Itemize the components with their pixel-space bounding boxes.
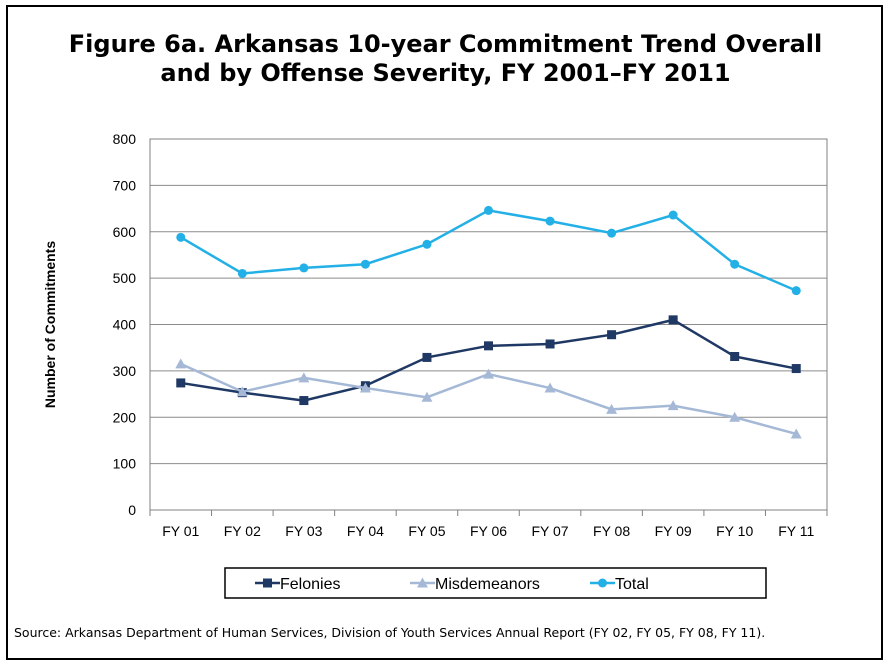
data-point-total [730, 259, 740, 269]
data-point-felonies [484, 341, 493, 351]
y-axis-label: Number of Commitments [42, 241, 58, 408]
series-line-felonies [180, 318, 797, 402]
y-tick-label: 500 [113, 270, 137, 286]
y-tick-label: 300 [113, 363, 137, 379]
data-point-felonies [730, 351, 740, 361]
x-tick-label: FY 09 [655, 523, 692, 539]
x-tick-label: FY 08 [593, 523, 630, 539]
data-point-misdemeanors [175, 358, 187, 369]
plot-area [149, 138, 828, 511]
data-point-total [791, 286, 801, 296]
data-point-felonies [299, 396, 309, 406]
data-point-misdemeanors [421, 391, 433, 402]
data-point-felonies [545, 339, 555, 349]
series-lines [175, 205, 802, 439]
x-tick-label: FY 04 [347, 523, 384, 539]
gridlines [149, 138, 828, 511]
chart-title-line-1: Figure 6a. Arkansas 10-year Commitment T… [68, 30, 823, 58]
chart-title-line-2: and by Offense Severity, FY 2001–FY 2011 [160, 59, 731, 87]
y-tick-label: 700 [113, 177, 137, 193]
data-point-total [668, 210, 678, 220]
data-point-felonies [791, 364, 801, 374]
data-point-misdemeanors [544, 382, 556, 393]
data-point-misdemeanors [790, 428, 802, 439]
legend: Felonies Misdemeanors Total [224, 567, 767, 599]
data-point-felonies [422, 352, 432, 362]
data-point-misdemeanors [667, 400, 679, 411]
series-misdemeanors [175, 358, 802, 439]
data-point-felonies [607, 330, 617, 340]
data-point-total [299, 263, 309, 273]
x-tick-labels: FY 01 FY 02 FY 03 FY 04 FY 05 FY 06 FY 07 FY 08… [149, 510, 828, 539]
y-tick-label: 800 [113, 131, 137, 147]
data-point-felonies [176, 378, 186, 388]
legend-marker-total [598, 578, 607, 588]
legend-label-total: Total [615, 576, 649, 593]
legend-label-misdemeanors: Misdemeanors [435, 576, 540, 593]
y-tick-label: 400 [113, 317, 137, 333]
y-tick-label: 100 [113, 456, 137, 472]
figure-frame [6, 5, 883, 660]
x-tick-label: FY 02 [224, 523, 261, 539]
data-point-misdemeanors [606, 403, 618, 414]
y-tick-label: 200 [113, 409, 137, 425]
data-point-total [545, 216, 555, 226]
data-point-total [484, 205, 493, 215]
legend-marker-felonies [263, 578, 272, 588]
x-tick-label: FY 05 [408, 523, 445, 539]
series-total [176, 205, 801, 296]
legend-marker-misdemeanors [417, 577, 428, 588]
data-point-misdemeanors [236, 386, 248, 397]
data-point-misdemeanors [729, 411, 741, 422]
x-tick-label: FY 10 [716, 523, 753, 539]
x-tick-label: FY 07 [531, 523, 568, 539]
data-point-total [237, 268, 247, 278]
data-point-misdemeanors [483, 368, 494, 379]
y-tick-labels: 0 100 200 300 400 500 600 700 800 [113, 131, 137, 518]
legend-label-felonies: Felonies [280, 576, 340, 593]
data-point-total [422, 239, 432, 249]
data-point-felonies [668, 315, 678, 325]
legend-box [224, 567, 767, 599]
chart-title: Figure 6a. Arkansas 10-year Commitment T… [0, 30, 891, 88]
y-tick-label: 600 [113, 224, 137, 240]
x-tick-label: FY 03 [285, 523, 322, 539]
x-tick-label: FY 01 [162, 523, 199, 539]
data-point-misdemeanors [298, 372, 310, 383]
data-point-total [360, 259, 370, 269]
source-note: Source: Arkansas Department of Human Ser… [14, 625, 766, 640]
data-point-misdemeanors [359, 382, 371, 393]
x-tick-label: FY 06 [470, 523, 507, 539]
y-tick-label: 0 [128, 502, 136, 518]
x-tick-label: FY 11 [778, 523, 814, 539]
data-point-total [607, 228, 617, 238]
data-point-total [176, 232, 186, 242]
series-felonies [176, 315, 801, 406]
